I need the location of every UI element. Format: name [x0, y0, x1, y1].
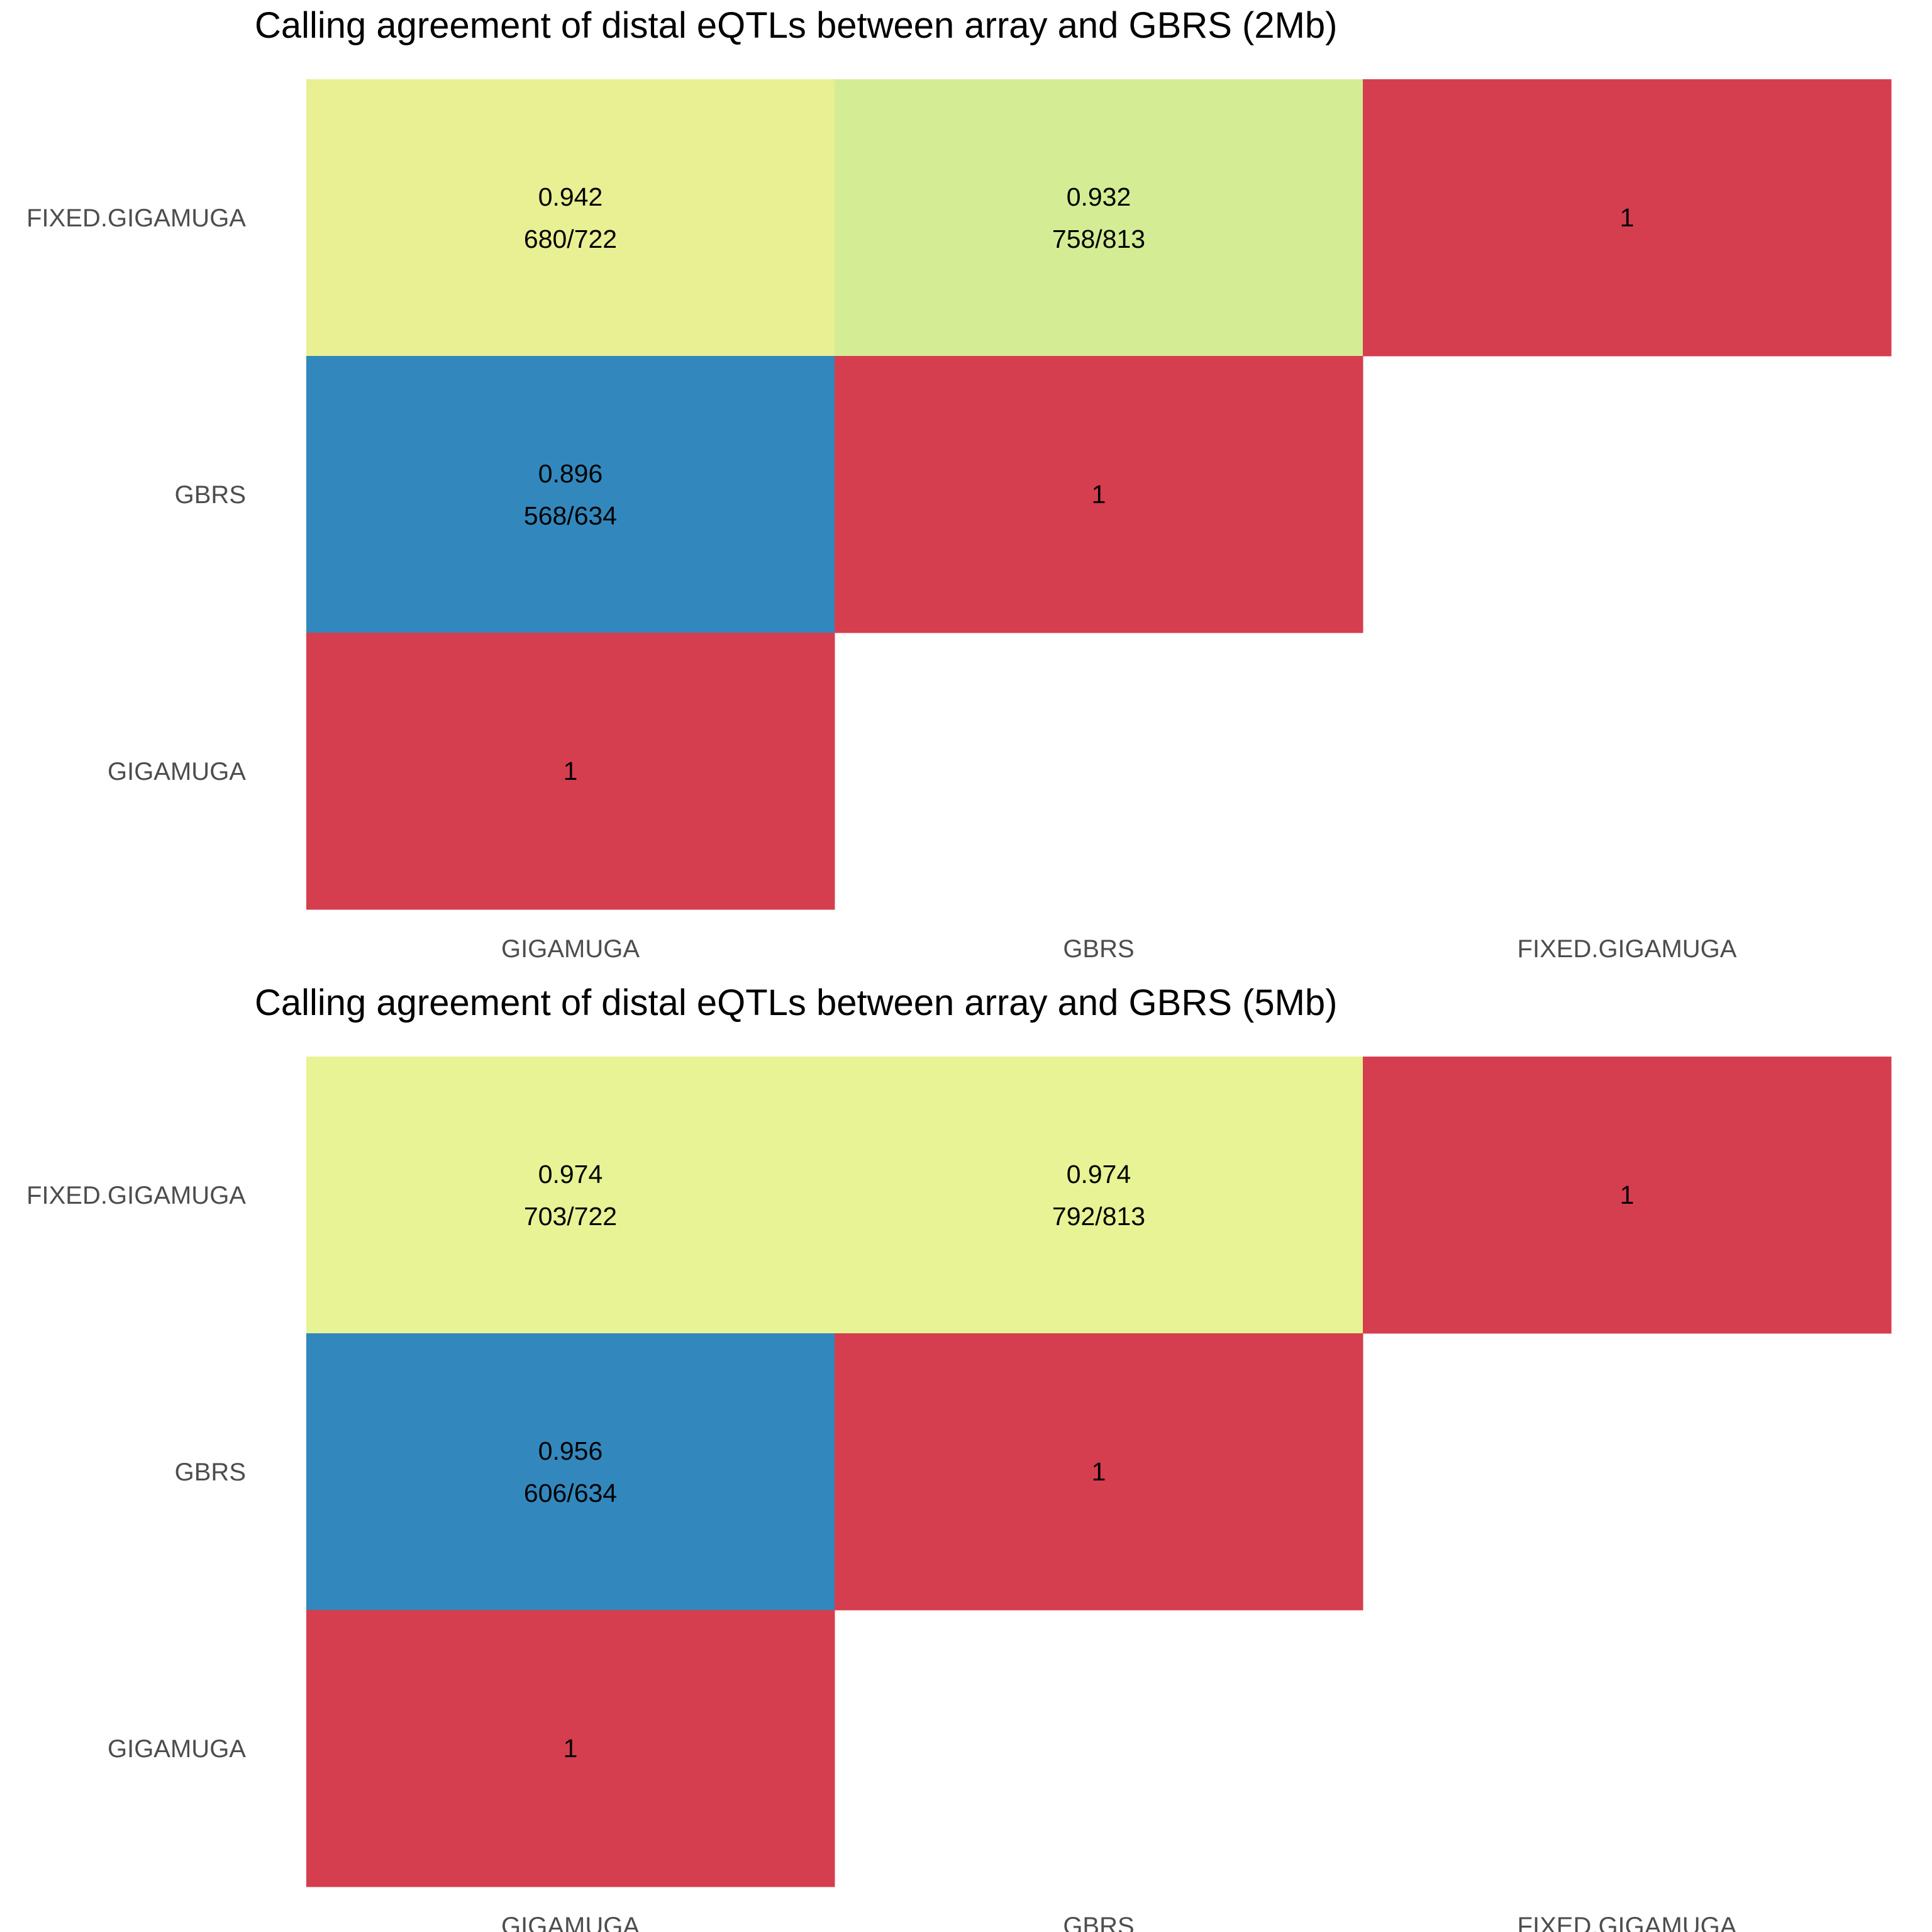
- x-axis-tick-labels-5mb: GIGAMUGA GBRS FIXED.GIGAMUGA: [501, 1913, 1737, 1932]
- y-tick-label-gigamuga: GIGAMUGA: [108, 758, 246, 786]
- cell-count-label-gbrs-fixed-gigamuga: 758/813: [1052, 225, 1145, 253]
- heatmap-cell-gigamuga-gigamuga: [306, 633, 835, 910]
- y-tick-label-fixed-gigamuga: FIXED.GIGAMUGA: [26, 1182, 246, 1209]
- heatmap-cell-gigamuga-gbrs: [306, 1333, 835, 1611]
- heatmap-cell-gbrs-fixed-gigamuga: [835, 1057, 1363, 1334]
- heatmap-cell-gbrs-gbrs: [835, 356, 1363, 633]
- y-axis-tick-labels-2mb: FIXED.GIGAMUGA GBRS GIGAMUGA: [26, 204, 246, 786]
- x-axis-tick-labels-2mb: GIGAMUGA GBRS FIXED.GIGAMUGA: [501, 935, 1737, 963]
- cell-value-label-gbrs-fixed-gigamuga: 0.932: [1067, 182, 1131, 211]
- cell-value-label-fixed-gigamuga-fixed-gigamuga: 1: [1620, 1180, 1635, 1209]
- cell-count-label-gigamuga-fixed-gigamuga: 680/722: [524, 225, 617, 253]
- cell-value-label-gigamuga-gigamuga: 1: [564, 757, 578, 786]
- y-tick-label-fixed-gigamuga: FIXED.GIGAMUGA: [26, 204, 246, 232]
- panel-title-5mb: Calling agreement of distal eQTLs betwee…: [255, 982, 1337, 1023]
- cell-value-label-gigamuga-fixed-gigamuga: 0.974: [538, 1160, 603, 1189]
- cell-value-label-gbrs-fixed-gigamuga: 0.974: [1067, 1160, 1131, 1189]
- x-tick-label-gbrs: GBRS: [1063, 935, 1134, 963]
- y-tick-label-gbrs: GBRS: [175, 1458, 246, 1486]
- cell-count-label-gbrs-fixed-gigamuga: 792/813: [1052, 1202, 1145, 1231]
- heatmap-cell-fixed-gigamuga-fixed-gigamuga: [1363, 1057, 1892, 1334]
- heatmap-cell-gigamuga-fixed-gigamuga: [306, 79, 835, 357]
- x-tick-label-fixed-gigamuga: FIXED.GIGAMUGA: [1518, 1913, 1737, 1932]
- cell-count-label-gigamuga-gbrs: 606/634: [524, 1479, 617, 1507]
- y-tick-label-gigamuga: GIGAMUGA: [108, 1735, 246, 1763]
- heatmap-panel-2mb: Calling agreement of distal eQTLs betwee…: [26, 5, 1892, 963]
- cell-value-label-gigamuga-fixed-gigamuga: 0.942: [538, 182, 603, 211]
- cell-value-label-gbrs-gbrs: 1: [1092, 1457, 1106, 1486]
- y-tick-label-gbrs: GBRS: [175, 481, 246, 509]
- heatmap-cell-gigamuga-gbrs: [306, 356, 835, 633]
- panel-title-2mb: Calling agreement of distal eQTLs betwee…: [255, 5, 1337, 46]
- cell-value-label-gigamuga-gbrs: 0.896: [538, 459, 603, 488]
- heatmap-cell-fixed-gigamuga-fixed-gigamuga: [1363, 79, 1892, 357]
- cell-value-label-gigamuga-gigamuga: 1: [564, 1734, 578, 1763]
- x-tick-label-gbrs: GBRS: [1063, 1913, 1134, 1932]
- cell-count-label-gigamuga-gbrs: 568/634: [524, 501, 617, 530]
- heatmap-cell-labels-2mb: 0.942 680/722 0.932 758/813 1 0.896 568/634 1 1: [524, 182, 1635, 786]
- heatmap-cell-labels-5mb: 0.974 703/722 0.974 792/813 1 0.956 606/634 1 1: [524, 1160, 1635, 1763]
- heatmap-cell-gbrs-gbrs: [835, 1333, 1363, 1611]
- heatmap-cell-gigamuga-gigamuga: [306, 1610, 835, 1887]
- cell-value-label-fixed-gigamuga-fixed-gigamuga: 1: [1620, 203, 1635, 232]
- heatmap-panel-5mb: Calling agreement of distal eQTLs betwee…: [26, 982, 1892, 1932]
- x-tick-label-gigamuga: GIGAMUGA: [501, 935, 640, 963]
- heatmap-cells-2mb: [306, 79, 1892, 910]
- heatmap-cell-gbrs-fixed-gigamuga: [835, 79, 1363, 357]
- x-tick-label-gigamuga: GIGAMUGA: [501, 1913, 640, 1932]
- cell-value-label-gbrs-gbrs: 1: [1092, 480, 1106, 509]
- cell-count-label-gigamuga-fixed-gigamuga: 703/722: [524, 1202, 617, 1231]
- y-axis-tick-labels-5mb: FIXED.GIGAMUGA GBRS GIGAMUGA: [26, 1182, 246, 1763]
- heatmap-cell-gigamuga-fixed-gigamuga: [306, 1057, 835, 1334]
- cell-value-label-gigamuga-gbrs: 0.956: [538, 1436, 603, 1465]
- heatmap-cells-5mb: [306, 1057, 1892, 1887]
- x-tick-label-fixed-gigamuga: FIXED.GIGAMUGA: [1518, 935, 1737, 963]
